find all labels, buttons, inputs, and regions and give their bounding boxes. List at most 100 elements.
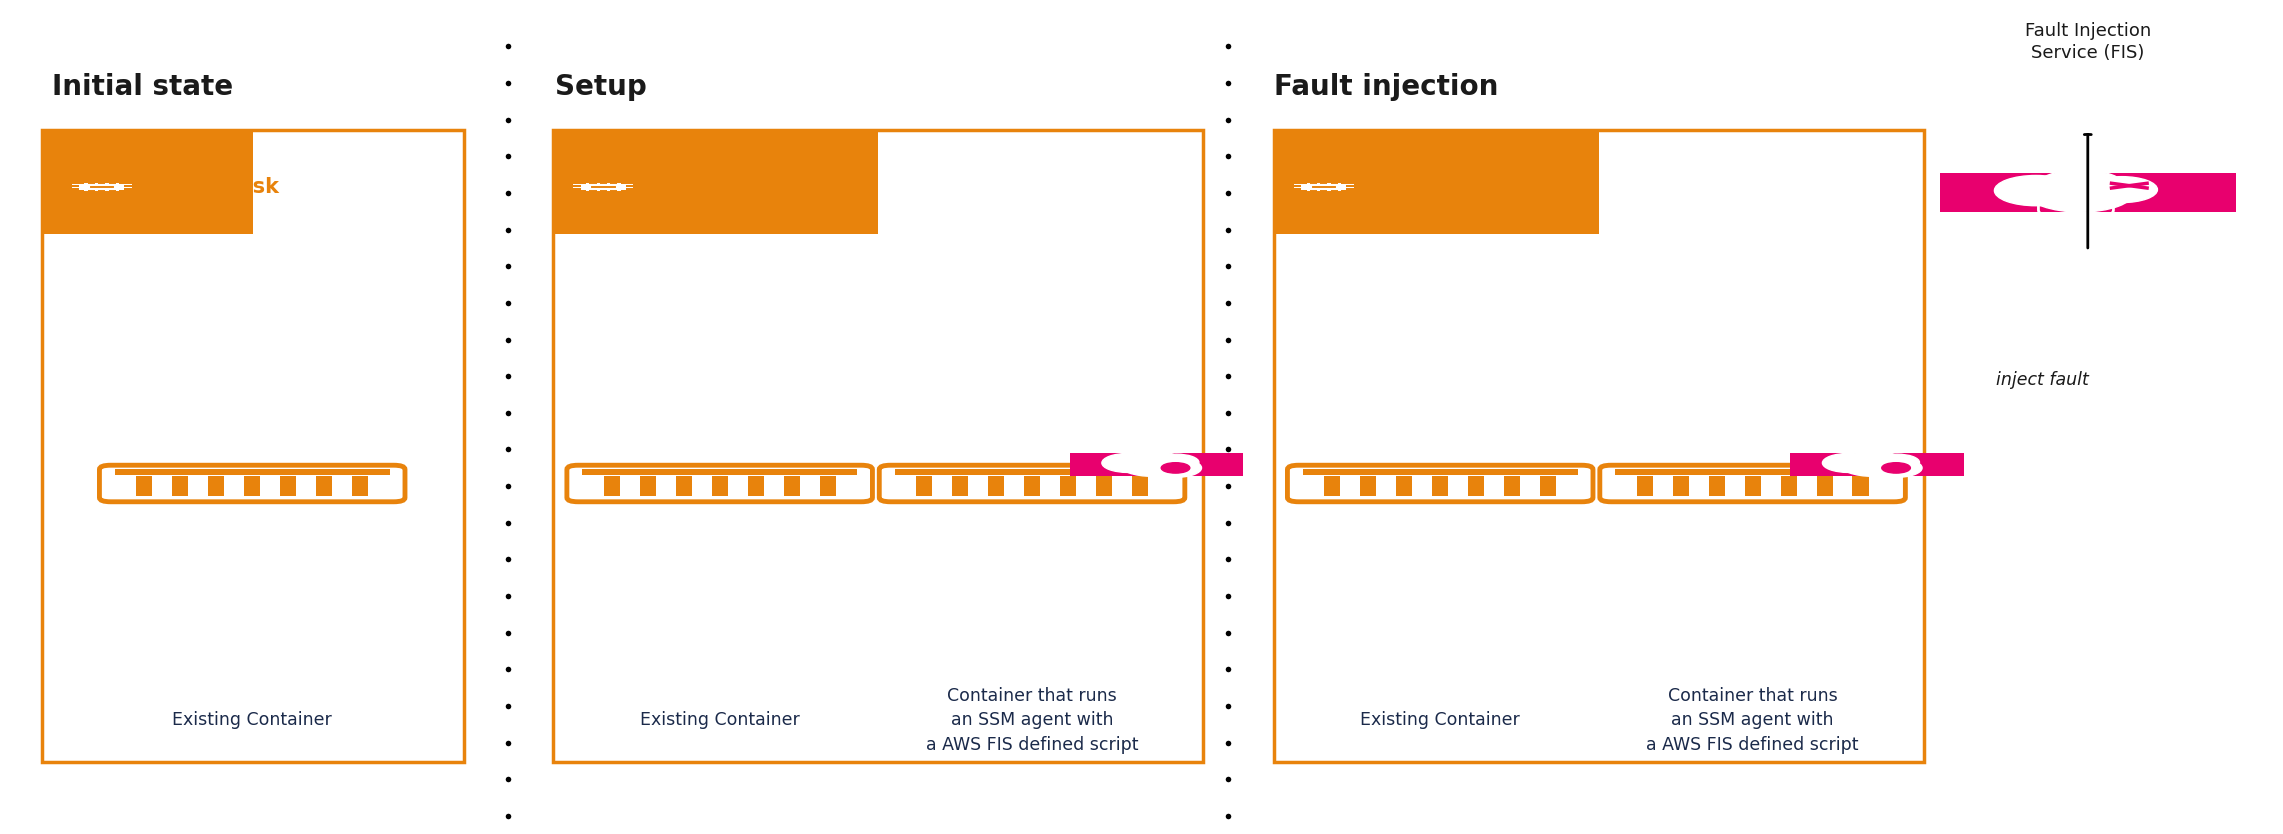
FancyBboxPatch shape — [137, 476, 153, 496]
Circle shape — [1995, 175, 2078, 206]
FancyBboxPatch shape — [820, 476, 836, 496]
FancyBboxPatch shape — [1304, 470, 1578, 475]
FancyBboxPatch shape — [639, 476, 655, 496]
FancyBboxPatch shape — [1194, 467, 1201, 468]
Text: ECS Task: ECS Task — [1397, 177, 1500, 197]
FancyBboxPatch shape — [1744, 476, 1760, 496]
FancyBboxPatch shape — [1151, 467, 1157, 468]
FancyBboxPatch shape — [114, 470, 390, 475]
FancyBboxPatch shape — [1852, 476, 1867, 496]
FancyBboxPatch shape — [315, 476, 331, 496]
FancyBboxPatch shape — [580, 183, 626, 190]
Text: Fault injection: Fault injection — [1274, 73, 1498, 101]
FancyBboxPatch shape — [1397, 476, 1413, 496]
Circle shape — [1822, 454, 1874, 472]
FancyBboxPatch shape — [281, 476, 297, 496]
FancyBboxPatch shape — [915, 476, 931, 496]
FancyBboxPatch shape — [562, 181, 644, 192]
FancyBboxPatch shape — [171, 476, 187, 496]
Circle shape — [2066, 206, 2087, 213]
FancyBboxPatch shape — [1781, 476, 1797, 496]
FancyBboxPatch shape — [100, 465, 404, 502]
FancyBboxPatch shape — [352, 476, 368, 496]
FancyBboxPatch shape — [1187, 461, 1194, 462]
FancyBboxPatch shape — [1338, 190, 1340, 191]
FancyBboxPatch shape — [1909, 473, 1915, 474]
Text: ECS Task: ECS Task — [676, 177, 781, 197]
FancyBboxPatch shape — [587, 190, 589, 191]
FancyBboxPatch shape — [989, 476, 1005, 496]
FancyBboxPatch shape — [603, 476, 619, 496]
FancyBboxPatch shape — [62, 181, 144, 192]
FancyBboxPatch shape — [591, 185, 616, 188]
Text: Container that runs
an SSM agent with
a AWS FIS defined script: Container that runs an SSM agent with a … — [927, 687, 1139, 754]
FancyBboxPatch shape — [712, 476, 728, 496]
FancyBboxPatch shape — [783, 476, 799, 496]
FancyBboxPatch shape — [1431, 476, 1447, 496]
FancyBboxPatch shape — [244, 476, 260, 496]
Text: Setup: Setup — [555, 73, 648, 101]
FancyBboxPatch shape — [1504, 476, 1520, 496]
FancyBboxPatch shape — [1071, 453, 1244, 476]
FancyBboxPatch shape — [1915, 467, 1922, 468]
FancyBboxPatch shape — [1673, 476, 1689, 496]
FancyBboxPatch shape — [1157, 473, 1164, 474]
FancyBboxPatch shape — [1317, 190, 1320, 191]
Circle shape — [1845, 450, 1899, 471]
Circle shape — [1881, 463, 1911, 473]
FancyBboxPatch shape — [1600, 465, 1906, 502]
FancyBboxPatch shape — [747, 476, 763, 496]
FancyBboxPatch shape — [1468, 476, 1484, 496]
FancyBboxPatch shape — [1274, 130, 1925, 762]
FancyBboxPatch shape — [676, 476, 692, 496]
FancyBboxPatch shape — [596, 190, 600, 191]
FancyBboxPatch shape — [1877, 461, 1883, 462]
FancyBboxPatch shape — [1132, 476, 1148, 496]
FancyBboxPatch shape — [1283, 181, 1365, 192]
Circle shape — [1162, 463, 1189, 473]
Text: Initial state: Initial state — [53, 73, 233, 101]
FancyBboxPatch shape — [43, 130, 253, 234]
Circle shape — [2036, 170, 2125, 203]
Text: Existing Container: Existing Container — [1361, 711, 1520, 730]
FancyBboxPatch shape — [552, 130, 1203, 762]
FancyBboxPatch shape — [1301, 183, 1347, 190]
FancyBboxPatch shape — [1310, 185, 1338, 188]
FancyBboxPatch shape — [1187, 473, 1194, 474]
FancyBboxPatch shape — [566, 465, 872, 502]
FancyBboxPatch shape — [607, 190, 610, 191]
FancyBboxPatch shape — [552, 130, 879, 234]
FancyBboxPatch shape — [879, 465, 1185, 502]
Circle shape — [1874, 455, 1920, 470]
FancyBboxPatch shape — [1790, 453, 1963, 476]
FancyBboxPatch shape — [1288, 465, 1594, 502]
FancyBboxPatch shape — [1893, 475, 1899, 476]
Text: Existing Container: Existing Container — [171, 711, 331, 730]
Circle shape — [1119, 452, 1185, 476]
Text: Fault Injection
Service (FIS): Fault Injection Service (FIS) — [2025, 23, 2151, 63]
FancyBboxPatch shape — [1637, 476, 1653, 496]
FancyBboxPatch shape — [616, 190, 621, 191]
FancyBboxPatch shape — [1096, 476, 1112, 496]
FancyBboxPatch shape — [1274, 130, 1598, 234]
Text: Container that runs
an SSM agent with
a AWS FIS defined script: Container that runs an SSM agent with a … — [1646, 687, 1858, 754]
FancyBboxPatch shape — [582, 470, 856, 475]
FancyBboxPatch shape — [80, 183, 123, 190]
FancyBboxPatch shape — [1870, 467, 1877, 468]
FancyBboxPatch shape — [1059, 476, 1075, 496]
FancyBboxPatch shape — [1025, 476, 1041, 496]
FancyBboxPatch shape — [89, 185, 114, 188]
Circle shape — [1153, 455, 1199, 470]
FancyBboxPatch shape — [1909, 461, 1915, 462]
FancyBboxPatch shape — [208, 476, 224, 496]
FancyBboxPatch shape — [1541, 476, 1557, 496]
FancyBboxPatch shape — [116, 190, 119, 191]
FancyBboxPatch shape — [1708, 476, 1724, 496]
FancyBboxPatch shape — [96, 190, 98, 191]
Text: ECS Task: ECS Task — [176, 177, 279, 197]
FancyBboxPatch shape — [1361, 476, 1377, 496]
FancyBboxPatch shape — [1817, 476, 1833, 496]
Circle shape — [2087, 177, 2157, 203]
Circle shape — [1870, 459, 1922, 477]
FancyBboxPatch shape — [105, 190, 110, 191]
